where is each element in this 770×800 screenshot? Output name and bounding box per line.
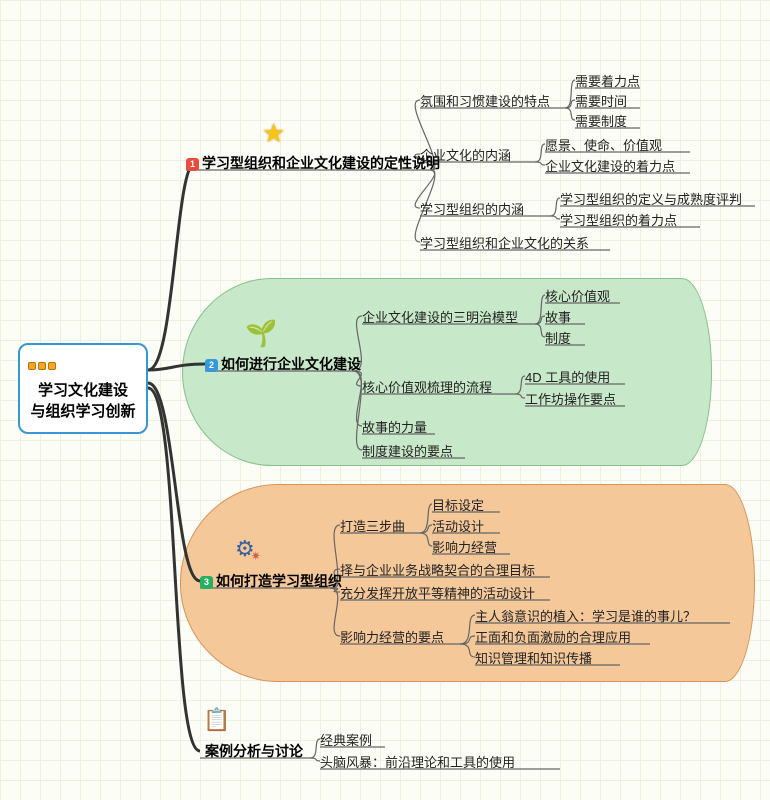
b4-c1[interactable]: 经典案例 [320,730,372,750]
b1-c1[interactable]: 氛围和习惯建设的特点 [420,91,550,111]
b1-c3[interactable]: 学习型组织的内涵 [420,199,524,219]
b2-c1-s3[interactable]: 制度 [545,328,571,348]
root-label: 学习文化建设与组织学习创新 [30,382,135,420]
b1-c1-s2[interactable]: 需要时间 [575,91,627,111]
b2-c2-s2[interactable]: 工作坊操作要点 [525,389,616,409]
b2-c2[interactable]: 核心价值观梳理的流程 [362,377,492,397]
b2-c4[interactable]: 制度建设的要点 [362,441,453,461]
b1-c2-s1[interactable]: 愿景、使命、价值观 [545,135,662,155]
branch-2[interactable]: 2如何进行企业文化建设 [205,354,361,374]
b3-c1[interactable]: 打造三步曲 [340,516,405,536]
b2-c1-s2[interactable]: 故事 [545,307,571,327]
b3-c2[interactable]: 择与企业业务战略契合的合理目标 [340,560,535,580]
b3-c1-s2[interactable]: 活动设计 [432,516,484,536]
b2-c1-s1[interactable]: 核心价值观 [545,286,610,306]
b2-c1[interactable]: 企业文化建设的三明治模型 [362,307,518,327]
b4-c2[interactable]: 头脑风暴：前沿理论和工具的使用 [320,752,515,772]
sprout-icon: 🌱 [245,318,277,349]
b1-c1-s3[interactable]: 需要制度 [575,111,627,131]
b3-c4-s1[interactable]: 主人翁意识的植入：学习是谁的事儿？ [475,606,696,626]
b3-c4[interactable]: 影响力经营的要点 [340,627,444,647]
b3-c4-s2[interactable]: 正面和负面激励的合理应用 [475,627,631,647]
root-node[interactable]: 学习文化建设与组织学习创新 [18,343,148,434]
b1-c1-s1[interactable]: 需要着力点 [575,71,640,91]
branch-3[interactable]: 3如何打造学习型组织 [200,571,342,591]
b2-c2-s1[interactable]: 4D 工具的使用 [525,367,610,387]
gear-icon: ⚙✷ [235,536,265,562]
b1-c2[interactable]: 企业文化的内涵 [420,145,511,165]
clipboard-icon: 📋 [203,707,230,733]
b1-c2-s2[interactable]: 企业文化建设的着力点 [545,156,675,176]
b3-c1-s3[interactable]: 影响力经营 [432,537,497,557]
b3-c3[interactable]: 充分发挥开放平等精神的活动设计 [340,583,535,603]
star-icon: ★ [262,118,285,149]
b3-c1-s1[interactable]: 目标设定 [432,495,484,515]
b3-c4-s3[interactable]: 知识管理和知识传播 [475,648,592,668]
b1-c4[interactable]: 学习型组织和企业文化的关系 [420,233,589,253]
b2-c3[interactable]: 故事的力量 [362,417,427,437]
b1-c3-s1[interactable]: 学习型组织的定义与成熟度评判 [560,189,742,209]
branch-4[interactable]: 案例分析与讨论 [205,741,303,761]
branch-1[interactable]: 1学习型组织和企业文化建设的定性说明 [186,153,440,173]
b1-c3-s2[interactable]: 学习型组织的着力点 [560,210,677,230]
